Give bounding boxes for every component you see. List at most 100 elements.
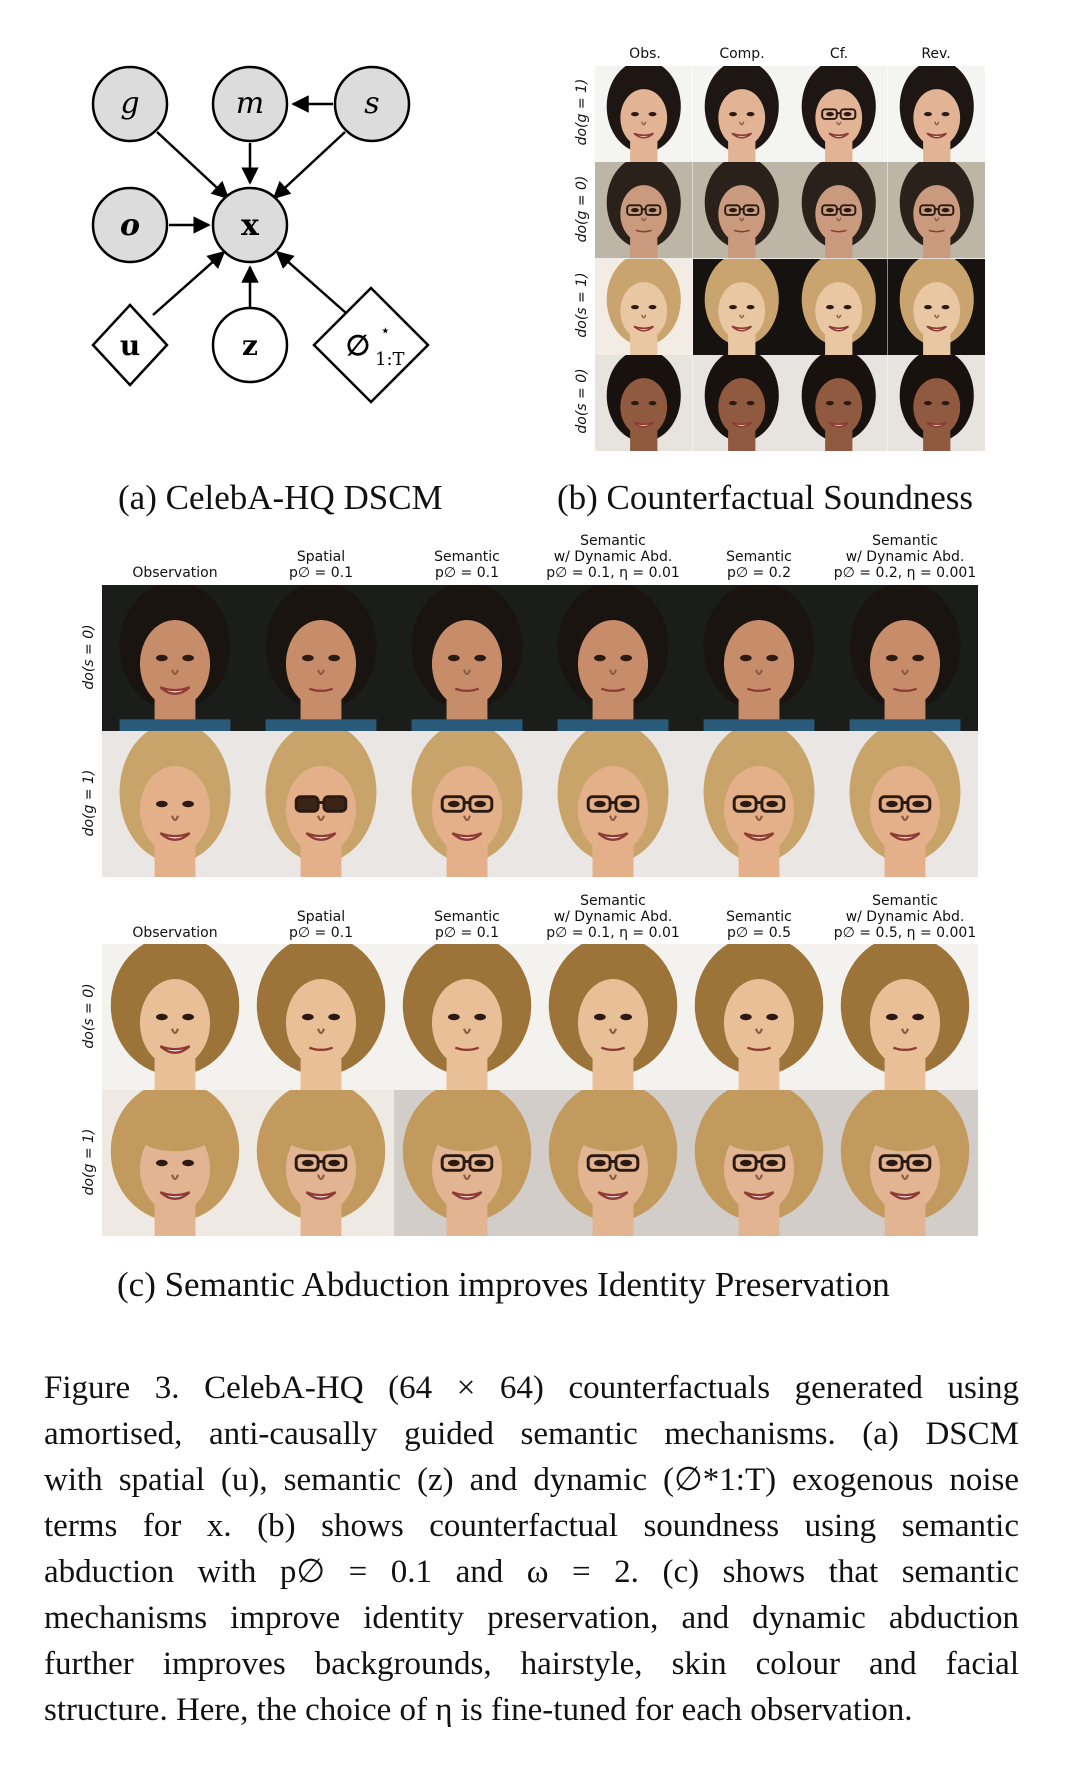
panel-a-caption: (a) CelebA-HQ DSCM	[118, 478, 443, 517]
block1-header-1: Observation	[102, 533, 248, 581]
panel-c-block1-photo-r2-c4	[540, 731, 686, 877]
block2-header-5-l1	[686, 893, 832, 909]
block1-header-2-l3: p∅ = 0.1	[289, 565, 353, 581]
block2-header-4-l3: p∅ = 0.1, η = 0.01	[546, 925, 680, 941]
block2-header-3-l3: p∅ = 0.1	[435, 925, 499, 941]
node-g	[91, 65, 169, 143]
panel-c-block1-photo-r1-c1	[102, 585, 248, 731]
node-label-s: s	[364, 86, 379, 121]
caption-line-7: further improves backgrounds, hairstyle,…	[44, 1646, 1019, 1682]
block2-header-6-l1: Semantic	[872, 893, 938, 909]
panel-c-block1-image-grid	[102, 585, 978, 877]
panel-c-block2-headers: Observation Spatial p∅ = 0.1 Semantic p∅ = 0…	[102, 893, 978, 943]
panel-b-photo-r1-c3	[790, 66, 888, 163]
block1-header-6-l3: p∅ = 0.2, η = 0.001	[833, 565, 977, 581]
panel-b-photo-r1-c2	[692, 66, 790, 163]
block2-header-4-l2: w/ Dynamic Abd.	[553, 909, 673, 925]
block1-header-3: Semantic p∅ = 0.1	[394, 533, 540, 581]
node-label-phi-sup: ⋆	[380, 321, 391, 341]
panel-b-photo-r3-c3	[790, 258, 888, 355]
panel-b-row-label-3: do(s = 1)	[574, 272, 590, 338]
panel-c-block2-photo-r2-c3	[394, 1090, 540, 1236]
edge-g-x	[156, 131, 230, 200]
caption-line-2: amortised, anti-causally guided semantic…	[44, 1416, 1019, 1452]
block1-header-6: Semantic w/ Dynamic Abd. p∅ = 0.2, η = 0.0…	[832, 533, 978, 581]
panel-c-block2-image-grid	[102, 944, 978, 1236]
panel-b-photo-r4-c1	[595, 354, 693, 451]
block2-header-4-l1: Semantic	[580, 893, 646, 909]
node-label-x: x	[241, 208, 260, 243]
panel-c-block2-photo-r1-c6	[832, 944, 978, 1090]
caption-line-8: structure. Here, the choice of η is fine…	[44, 1692, 913, 1728]
block2-header-3: Semantic p∅ = 0.1	[394, 893, 540, 941]
figure-caption: Figure 3. CelebA-HQ (64 × 64) counterfac…	[44, 1365, 1019, 1733]
block2-header-2: Spatial p∅ = 0.1	[248, 893, 394, 941]
block1-header-4-l3: p∅ = 0.1, η = 0.01	[546, 565, 680, 581]
block2-header-5: Semantic p∅ = 0.5	[686, 893, 832, 941]
panel-c-block1-photo-r2-c5	[686, 731, 832, 877]
panel-c-block1-headers: Observation Spatial p∅ = 0.1 Semantic p∅ = 0…	[102, 533, 978, 583]
block1-header-3-l3: p∅ = 0.1	[435, 565, 499, 581]
caption-line-1: Figure 3. CelebA-HQ (64 × 64) counterfac…	[44, 1370, 1019, 1406]
panel-c-block1-photo-r1-c4	[540, 585, 686, 731]
node-m	[211, 65, 289, 143]
panel-b-photo-r4-c2	[692, 354, 790, 451]
node-label-m: m	[236, 86, 264, 121]
block1-header-4: Semantic w/ Dynamic Abd. p∅ = 0.1, η = 0.0…	[540, 533, 686, 581]
block1-header-6-l1: Semantic	[872, 533, 938, 549]
node-o	[91, 186, 169, 264]
block1-header-1-l2	[102, 549, 248, 565]
node-z	[211, 306, 289, 384]
panel-c-block2-photo-r2-c1	[102, 1090, 248, 1236]
block1-header-3-l2: Semantic	[434, 549, 500, 565]
node-label-o: o	[120, 208, 140, 243]
block2-header-1-l1	[102, 893, 248, 909]
node-label-phi: ∅	[346, 329, 370, 362]
block1-header-2-l1	[248, 533, 394, 549]
block1-header-4-l1: Semantic	[580, 533, 646, 549]
panel-c-block2-row-label-1: do(s = 0)	[81, 983, 97, 1049]
panel-b-image-grid	[595, 66, 985, 451]
panel-c-block1-photo-r1-c6	[832, 585, 978, 731]
node-label-g: g	[120, 86, 139, 121]
block2-header-1-l2	[102, 909, 248, 925]
panel-c-block2-photo-r2-c2	[248, 1090, 394, 1236]
node-label-phi-sub: 1:T	[375, 349, 405, 370]
block1-header-2-l2: Spatial	[296, 549, 346, 565]
node-phi	[312, 286, 430, 404]
panel-b-col-cf: Cf.	[829, 46, 849, 62]
block2-header-6-l3: p∅ = 0.5, η = 0.001	[833, 925, 977, 941]
panel-b-caption: (b) Counterfactual Soundness	[557, 478, 974, 517]
panel-c-block1-row-label-2: do(g = 1)	[81, 769, 97, 837]
block1-header-4-l2: w/ Dynamic Abd.	[553, 549, 673, 565]
panel-c-block2-photo-r2-c4	[540, 1090, 686, 1236]
block1-header-1-l1	[102, 533, 248, 549]
panel-c-caption: (c) Semantic Abduction improves Identity…	[117, 1265, 890, 1304]
block1-header-1-l3: Observation	[132, 565, 218, 581]
panel-b-col-comp: Comp.	[719, 46, 765, 62]
panel-b-col-rev: Rev.	[921, 46, 951, 62]
panel-b-photo-r4-c4	[887, 354, 985, 451]
block2-header-4: Semantic w/ Dynamic Abd. p∅ = 0.1, η = 0.0…	[540, 893, 686, 941]
block2-header-2-l3: p∅ = 0.1	[289, 925, 353, 941]
panel-b-photo-r2-c1	[595, 162, 693, 259]
panel-b-row-label-1: do(g = 1)	[574, 78, 590, 146]
block2-header-3-l2: Semantic	[434, 909, 500, 925]
panel-c-block2-photo-r1-c3	[394, 944, 540, 1090]
panel-c-block2-photo-r1-c5	[686, 944, 832, 1090]
panel-c-block1-photo-r1-c2	[248, 585, 394, 731]
node-label-u: u	[120, 329, 140, 362]
block1-header-6-l2: w/ Dynamic Abd.	[845, 549, 965, 565]
caption-line-4: terms for x. (b) shows counterfactual so…	[44, 1508, 1019, 1544]
block1-header-5-l1	[686, 533, 832, 549]
caption-line-6: mechanisms improve identity preservation…	[44, 1600, 1019, 1636]
panel-c-block2-row-label-2: do(g = 1)	[81, 1128, 97, 1196]
block1-header-3-l1	[394, 533, 540, 549]
panel-b-row-label-4: do(s = 0)	[574, 368, 590, 434]
block1-header-5: Semantic p∅ = 0.2	[686, 533, 832, 581]
panel-b-photo-r3-c2	[692, 258, 790, 355]
block2-header-1-l3: Observation	[132, 925, 218, 941]
panel-b-photo-r2-c4	[887, 162, 985, 259]
panel-b-photo-r1-c1	[595, 66, 693, 163]
panel-c-block1-photo-r2-c2	[248, 731, 394, 877]
